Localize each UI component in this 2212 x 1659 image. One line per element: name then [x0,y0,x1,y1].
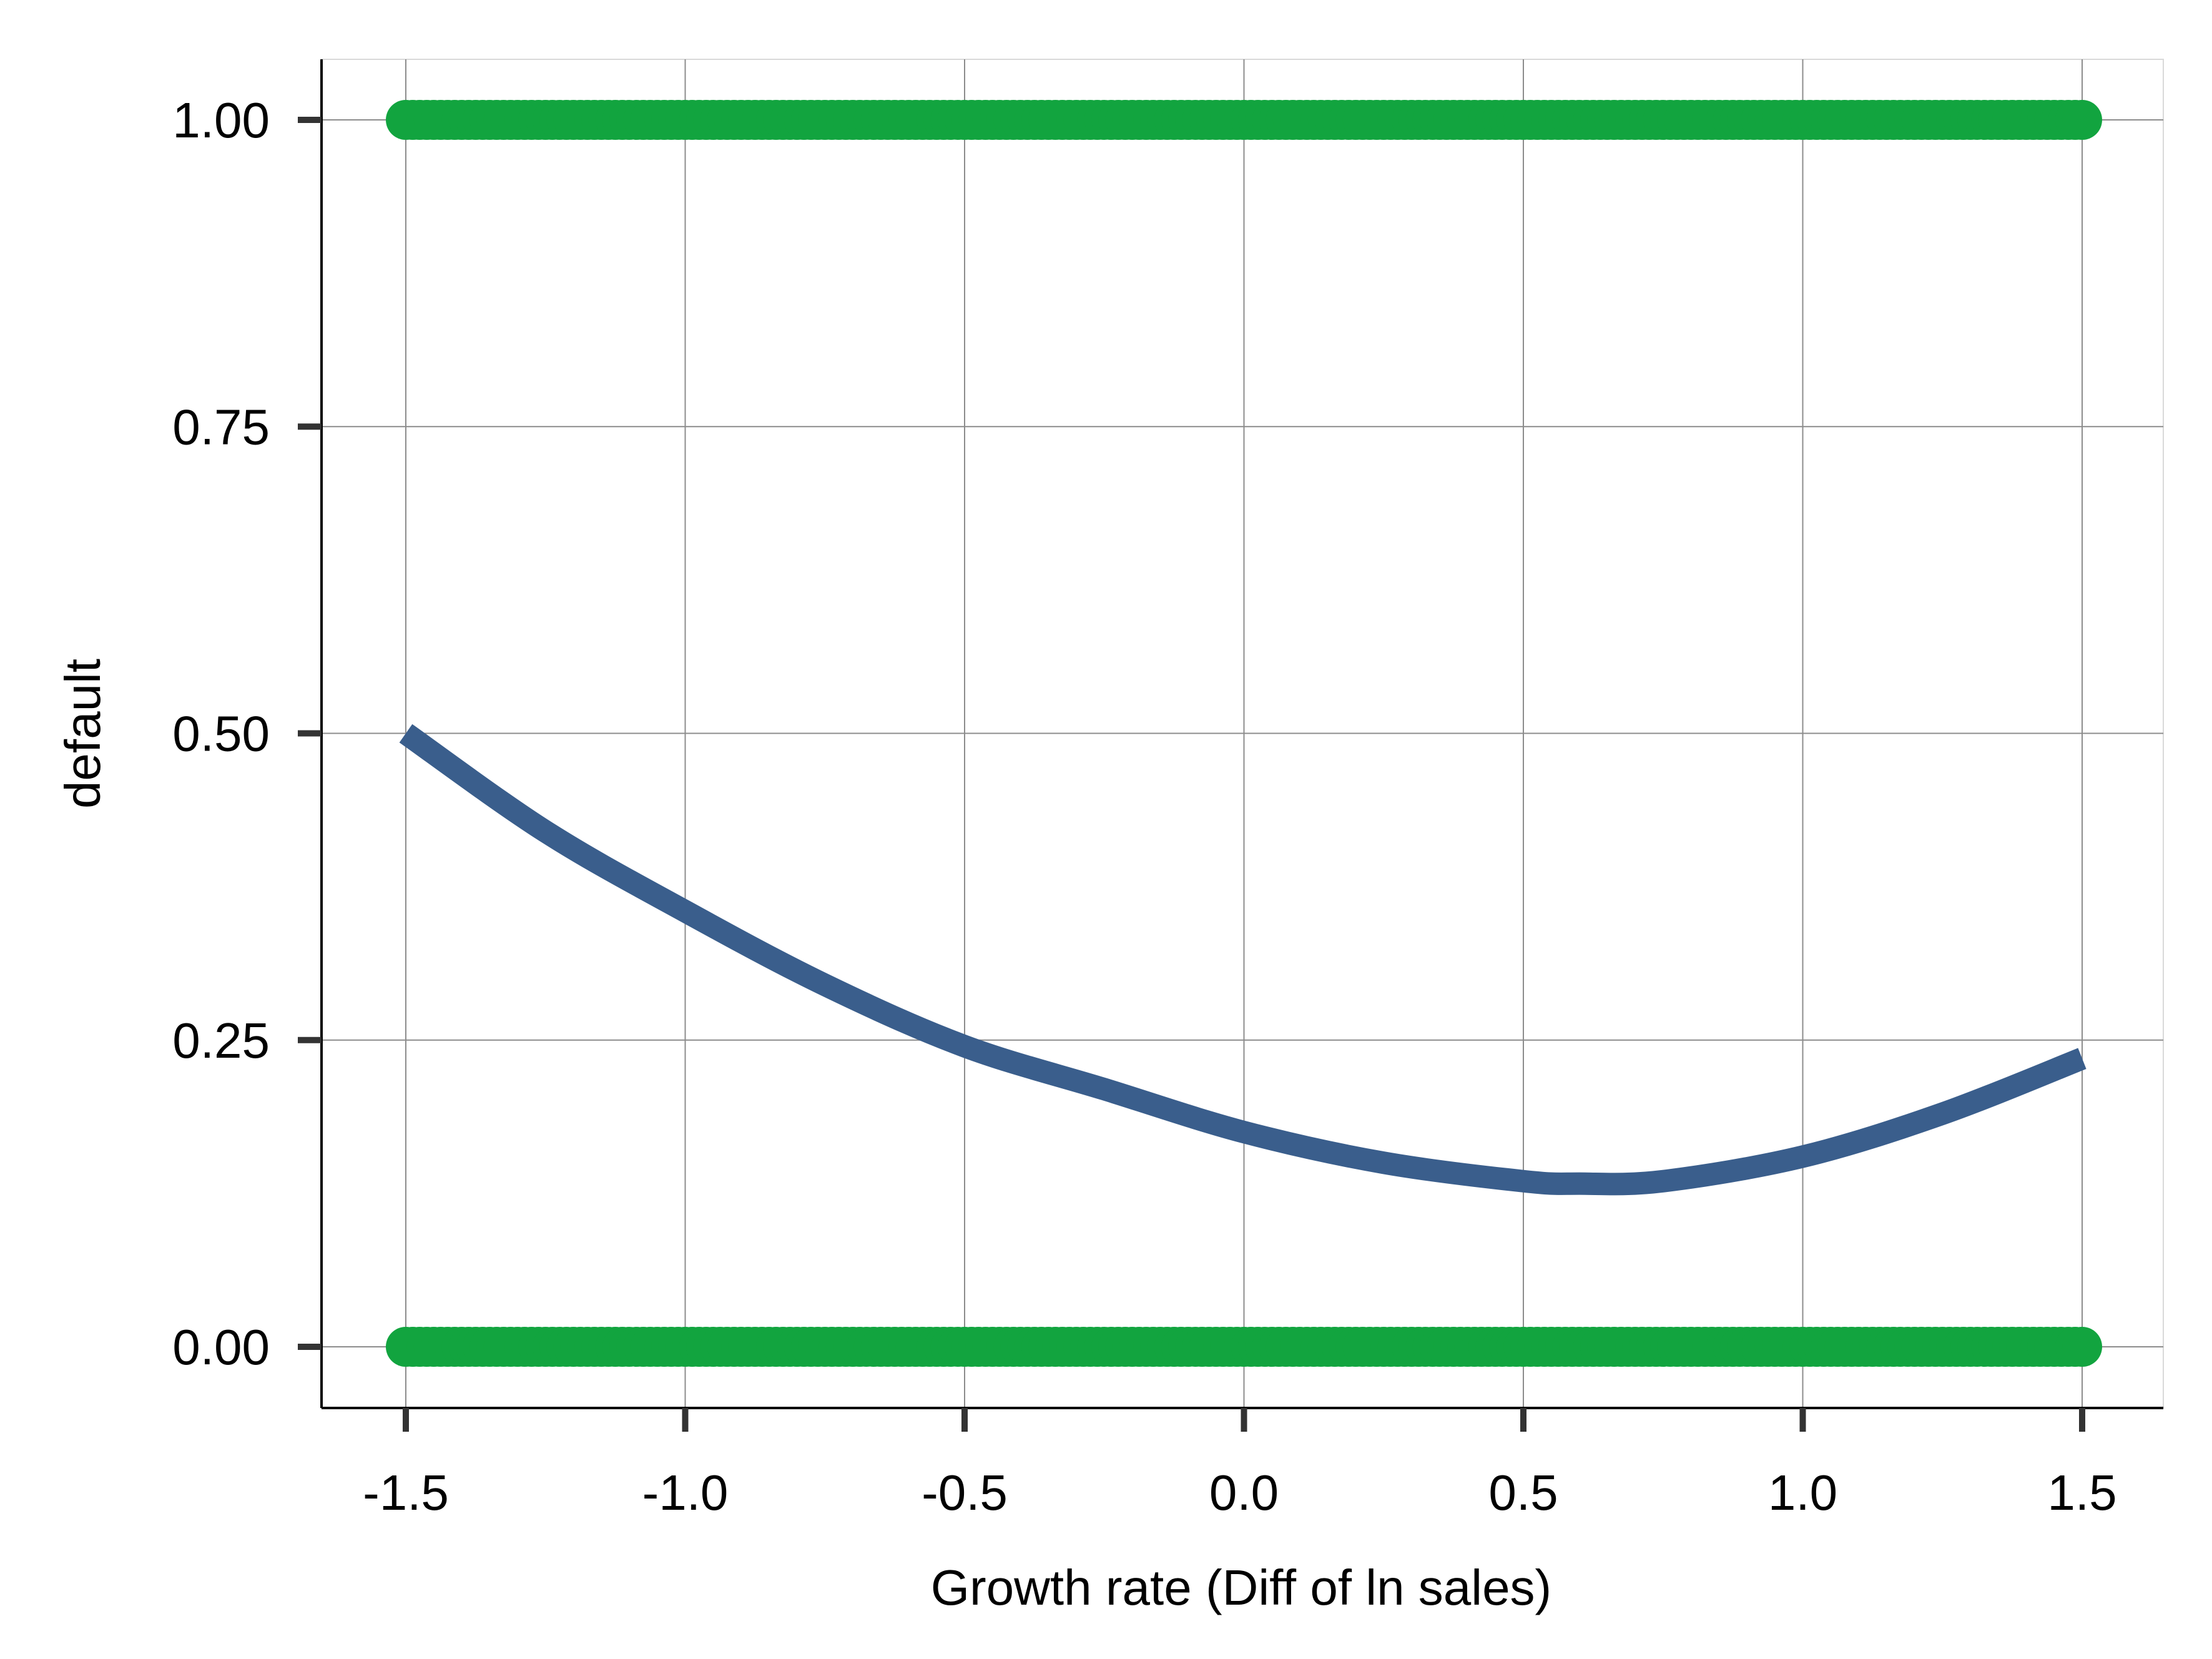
x-axis-title: Growth rate (Diff of ln sales) [931,1560,1551,1615]
y-tick-label: 0.00 [172,1319,270,1375]
x-tick-label: 1.0 [1768,1465,1837,1520]
data-point [2062,100,2102,140]
x-tick-label: 1.5 [2047,1465,2116,1520]
y-tick-label: 0.25 [172,1013,270,1068]
x-tick-label: -1.5 [363,1465,449,1520]
x-axis-ticks: -1.5 -1.0 -0.5 0.0 0.5 1.0 1.5 [363,1408,2117,1520]
x-tick-label: -1.0 [642,1465,729,1520]
y-axis-ticks: 0.00 0.25 0.50 0.75 1.00 [172,92,322,1375]
y-tick-label: 0.50 [172,706,270,762]
x-tick-label: 0.0 [1209,1465,1279,1520]
scatter-points [386,100,2102,1367]
fitted-curve [399,724,2087,1196]
y-tick-label: 0.75 [172,399,270,455]
x-tick-label: 0.5 [1488,1465,1558,1520]
point-strip-y-0 [386,1327,2102,1367]
x-tick-label: -0.5 [922,1465,1008,1520]
y-tick-label: 1.00 [172,92,270,148]
y-axis-title: default [55,659,111,809]
point-strip-y-1 [386,100,2102,140]
fit-lines [399,724,2087,1196]
data-point [2062,1327,2102,1367]
